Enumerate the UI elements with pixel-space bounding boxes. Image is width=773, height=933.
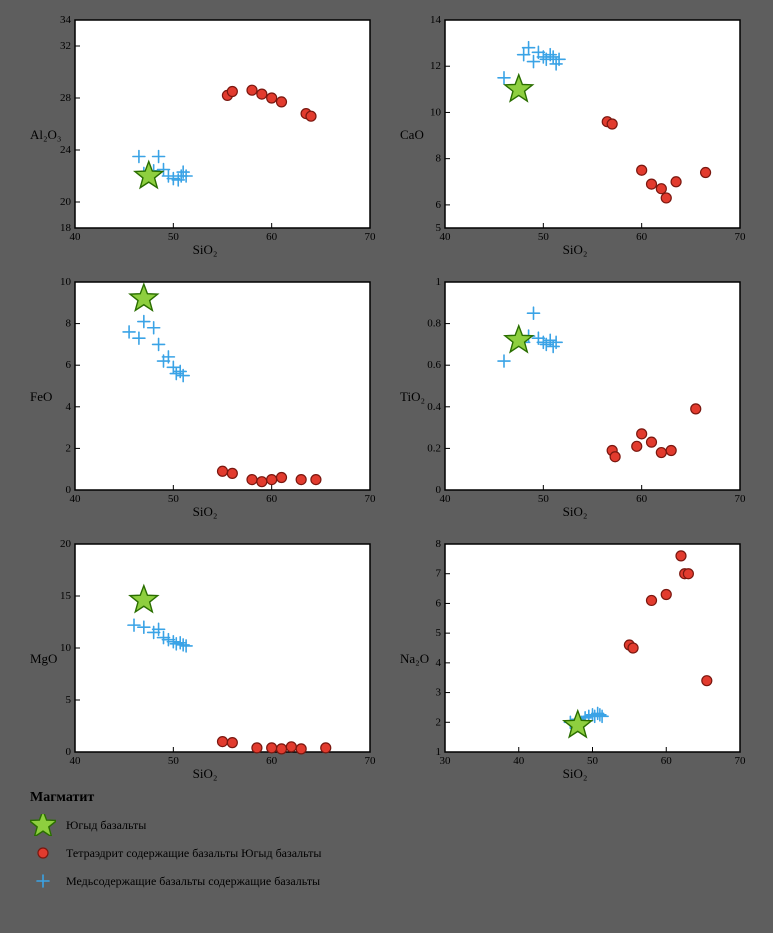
panel-grid: Al₂O₃SiO₂40506070182024283234 — [30, 10, 750, 784]
svg-text:6: 6 — [66, 359, 72, 371]
svg-text:7: 7 — [436, 568, 442, 580]
circle-icon — [30, 842, 56, 864]
svg-text:8: 8 — [436, 538, 442, 550]
svg-text:0: 0 — [66, 484, 72, 496]
svg-text:34: 34 — [60, 14, 72, 26]
svg-text:40: 40 — [513, 755, 525, 767]
svg-text:60: 60 — [266, 755, 278, 767]
legend: Магматит Югыд базальты Тетраэдрит содержа… — [30, 790, 590, 898]
svg-text:40: 40 — [440, 493, 452, 505]
legend-label: Тетраэдрит содержащие базальты Югыд база… — [66, 846, 322, 861]
svg-text:24: 24 — [60, 144, 72, 156]
svg-text:28: 28 — [60, 92, 72, 104]
svg-text:0.4: 0.4 — [427, 401, 441, 413]
svg-text:1: 1 — [436, 746, 442, 758]
plot-svg: 40 50 60 70 0 0.2 0.4 0.6 0.8 1 — [400, 272, 750, 522]
svg-text:60: 60 — [636, 231, 648, 243]
svg-text:60: 60 — [266, 231, 278, 243]
svg-text:12: 12 — [430, 60, 441, 72]
svg-text:50: 50 — [538, 231, 550, 243]
plus-icon — [30, 870, 56, 892]
svg-text:10: 10 — [60, 642, 72, 654]
svg-text:70: 70 — [365, 755, 377, 767]
plot-svg: 30 40 50 60 70 1 2 3 4 5 6 7 8 — [400, 534, 750, 784]
svg-text:15: 15 — [60, 590, 72, 602]
legend-item: Медьсодержащие базальты содержащие базал… — [30, 870, 590, 892]
svg-text:18: 18 — [60, 222, 72, 234]
panel-cao: CaOSiO₂40506070568101214 — [400, 10, 750, 260]
panel-mgo: MgOSiO₂4050607005101520 — [30, 534, 380, 784]
svg-text:0: 0 — [436, 484, 442, 496]
svg-text:1: 1 — [436, 276, 442, 288]
svg-text:50: 50 — [168, 231, 180, 243]
svg-text:4: 4 — [436, 657, 442, 669]
svg-text:2: 2 — [66, 442, 72, 454]
svg-text:30: 30 — [440, 755, 452, 767]
svg-text:5: 5 — [436, 627, 442, 639]
plot-svg: 40 50 60 70 0 5 10 15 20 — [30, 534, 380, 784]
svg-text:0: 0 — [66, 746, 72, 758]
svg-text:70: 70 — [735, 231, 747, 243]
svg-text:50: 50 — [538, 493, 550, 505]
svg-text:50: 50 — [168, 493, 180, 505]
svg-text:32: 32 — [60, 40, 71, 52]
svg-text:5: 5 — [66, 694, 72, 706]
svg-text:40: 40 — [440, 231, 452, 243]
svg-text:8: 8 — [66, 318, 72, 330]
svg-text:40: 40 — [70, 493, 82, 505]
panel-tio2: TiO₂SiO₂4050607000.20.40.60.81 — [400, 272, 750, 522]
plot-svg: 40 50 60 70 18 20 24 28 32 34 — [30, 10, 380, 260]
legend-label: Медьсодержащие базальты содержащие базал… — [66, 874, 320, 889]
svg-text:60: 60 — [661, 755, 673, 767]
svg-text:40: 40 — [70, 231, 82, 243]
svg-text:6: 6 — [436, 597, 442, 609]
svg-text:70: 70 — [735, 755, 747, 767]
star-icon — [30, 814, 56, 836]
svg-text:70: 70 — [365, 493, 377, 505]
plot-svg: 40 50 60 70 5 6 8 10 12 14 — [400, 10, 750, 260]
svg-text:20: 20 — [60, 538, 72, 550]
svg-text:50: 50 — [168, 755, 180, 767]
legend-label: Югыд базальты — [66, 818, 146, 833]
svg-text:70: 70 — [735, 493, 747, 505]
svg-text:70: 70 — [365, 231, 377, 243]
svg-text:6: 6 — [436, 199, 442, 211]
legend-item: Югыд базальты — [30, 814, 590, 836]
svg-text:50: 50 — [587, 755, 599, 767]
svg-text:14: 14 — [430, 14, 442, 26]
legend-item: Тетраэдрит содержащие базальты Югыд база… — [30, 842, 590, 864]
svg-text:10: 10 — [430, 106, 442, 118]
svg-text:0.8: 0.8 — [427, 318, 441, 330]
svg-text:40: 40 — [70, 755, 82, 767]
svg-text:3: 3 — [436, 687, 442, 699]
panel-feo: FeOSiO₂405060700246810 — [30, 272, 380, 522]
svg-text:0.6: 0.6 — [427, 359, 441, 371]
svg-text:2: 2 — [436, 716, 442, 728]
svg-text:60: 60 — [636, 493, 648, 505]
svg-text:8: 8 — [436, 153, 442, 165]
svg-text:10: 10 — [60, 276, 72, 288]
scatter-figure: Al₂O₃SiO₂40506070182024283234 — [0, 0, 773, 933]
svg-text:4: 4 — [66, 401, 72, 413]
svg-text:20: 20 — [60, 196, 72, 208]
plot-svg: 40 50 60 70 0 2 4 6 8 10 — [30, 272, 380, 522]
svg-text:60: 60 — [266, 493, 278, 505]
legend-title: Магматит — [30, 790, 590, 806]
svg-text:0.2: 0.2 — [427, 442, 441, 454]
panel-na2o: Na₂OSiO₂304050607012345678 — [400, 534, 750, 784]
svg-text:5: 5 — [436, 222, 442, 234]
panel-al2o3: Al₂O₃SiO₂40506070182024283234 — [30, 10, 380, 260]
